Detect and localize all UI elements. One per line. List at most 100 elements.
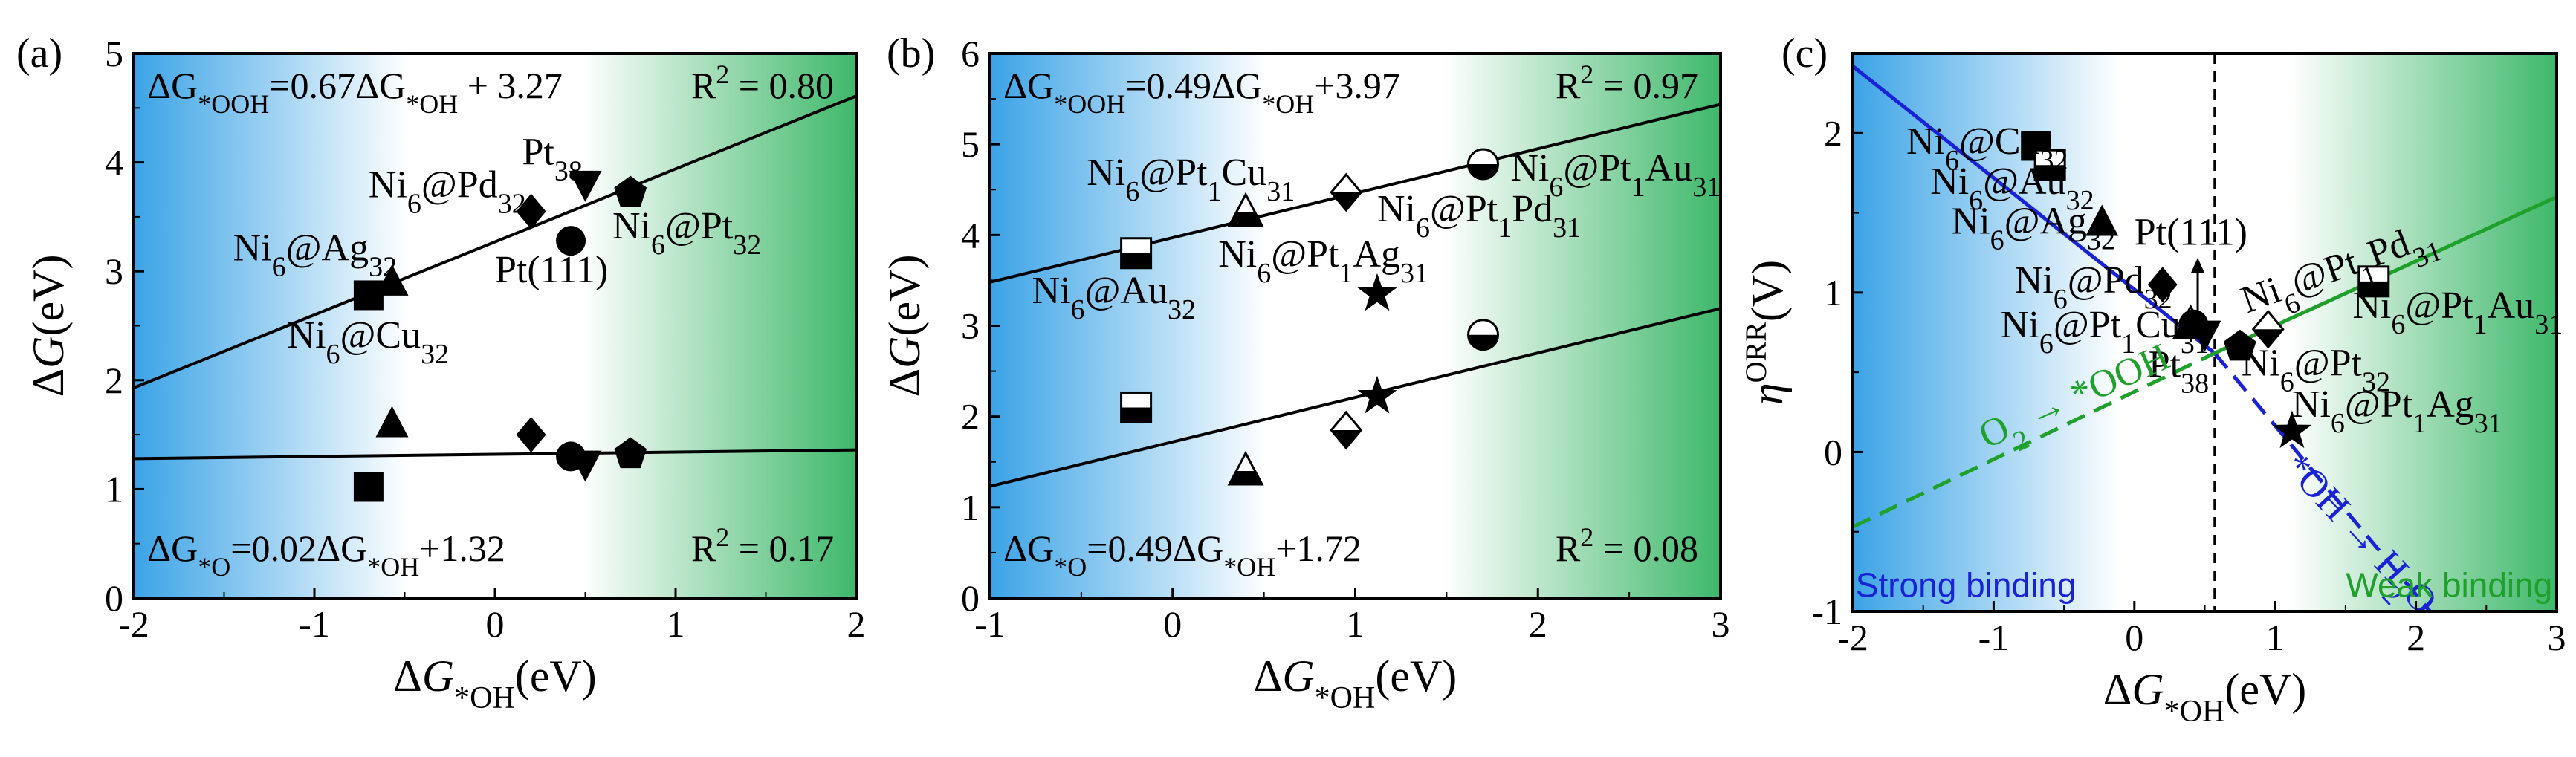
limiting-line-blue — [1853, 64, 2216, 355]
point-label-7: Pt38 — [2149, 344, 2209, 400]
data-point-pt38-2 — [569, 450, 602, 482]
x-tick-label: 3 — [1712, 603, 1730, 645]
extension-line-green — [1853, 351, 2216, 529]
y-tick-label: 3 — [961, 305, 980, 347]
data-point-ni6pt1pd31-1 — [2251, 309, 2285, 349]
r-squared-1: R2 = 0.97 — [1556, 59, 1698, 106]
data-point-ni6pd32-1 — [2147, 267, 2178, 303]
data-point-ni6ag32-2 — [375, 406, 409, 438]
point-label-5: Ni6@Pd32 — [2015, 259, 2172, 315]
data-point-ni6pt1cu31-1 — [1227, 192, 1264, 227]
r-squared-1: R2 = 0.80 — [691, 59, 834, 106]
point-label-6: Ni6@Pt1Cu31 — [2001, 304, 2209, 360]
r-squared-2: R2 = 0.08 — [1556, 522, 1698, 569]
x-tick-label: 3 — [2548, 617, 2566, 658]
plot-area — [990, 103, 1721, 488]
fit-equation-2: ΔG*O=0.02ΔG*OH+1.32 — [147, 527, 505, 582]
x-tick-label: 2 — [1529, 603, 1547, 645]
y-tick-label: 1 — [1824, 272, 1842, 313]
r-squared-2: R2 = 0.17 — [691, 522, 834, 569]
fit-line-1 — [134, 94, 856, 389]
point-label-9: Ni6@Pt1Ag31 — [2292, 383, 2502, 439]
data-point-ni6pt1pd31-2 — [1330, 410, 1363, 450]
data-point-ni6pt1ag31-2 — [1357, 375, 1397, 414]
data-point-ni6pt32-1 — [2223, 329, 2256, 361]
panel-b-chart: Ni6@Pt1Cu31 Ni6@Au32 Ni6@Pt1Ag31Ni6@Pt1Pd3… — [880, 30, 1730, 715]
data-point-ni6pt1pd31-1 — [1330, 172, 1363, 212]
data-point-ni6au32-1 — [2033, 149, 2066, 181]
point-label-3: Ni6@Pd32 — [369, 164, 526, 220]
data-point-pt111-1 — [2178, 309, 2209, 339]
y-tick-label: 3 — [105, 250, 123, 292]
data-point-ni6ag32-1 — [2085, 204, 2119, 236]
x-tick-label: -1 — [974, 603, 1006, 645]
fit-equation-2: ΔG*O=0.49ΔG*OH+1.72 — [1003, 527, 1362, 582]
x-tick-label: -2 — [118, 603, 149, 645]
x-tick-label: 2 — [2407, 617, 2425, 658]
point-label-5: Pt(111) — [495, 249, 608, 291]
data-point-pt38-1 — [569, 170, 602, 202]
point-label-6: Ni6@Pt32 — [612, 205, 761, 261]
point-label-4: Pt(111) — [2135, 211, 2247, 253]
y-tick-label: 2 — [1824, 112, 1842, 154]
fit-line-2 — [134, 448, 856, 461]
data-point-ni6pt1au31-2 — [1467, 319, 1500, 351]
y-tick-label: 0 — [105, 577, 123, 619]
plot-area — [134, 94, 856, 502]
panel-label: (b) — [887, 30, 935, 77]
region-label-2: Weak binding — [2346, 566, 2552, 605]
y-tick-label: -1 — [1811, 591, 1842, 632]
data-point-ni6cu32-2 — [353, 472, 384, 502]
y-axis-label: ηORR(V) — [1739, 260, 1793, 405]
fit-line-2 — [990, 307, 1721, 488]
x-tick-label: 1 — [667, 603, 685, 645]
data-point-pt111-1 — [556, 226, 586, 256]
region-label-1: Strong binding — [1856, 566, 2077, 605]
extension-line-blue — [2213, 351, 2432, 611]
data-point-ni6pt32-1 — [614, 175, 647, 207]
point-label-10: Ni6@Pt1Au31 — [2352, 285, 2563, 340]
x-axis-label: ΔG*OH(eV) — [1254, 652, 1457, 715]
data-point-ni6au32-1 — [1120, 237, 1153, 270]
y-axis-label: ΔG(eV) — [880, 255, 929, 397]
point-label-2: Ni6@Cu32 — [288, 314, 450, 370]
plot-area — [1853, 53, 2557, 611]
x-tick-label: 0 — [486, 603, 505, 645]
panel-label: (c) — [1781, 30, 1828, 77]
plot-background — [990, 53, 1721, 598]
x-axis-label: ΔG*OH(eV) — [393, 652, 597, 715]
point-label-8: Ni6@Pt32 — [2242, 342, 2390, 397]
x-tick-label: -1 — [299, 603, 330, 645]
y-tick-label: 5 — [105, 33, 123, 74]
point-label-2: Ni6@Au32 — [1930, 160, 2094, 216]
plot-background — [134, 53, 856, 598]
point-label-2: Ni6@Au32 — [1032, 270, 1196, 325]
x-tick-label: -1 — [1978, 617, 2010, 658]
pt111-arrow-head — [2191, 257, 2205, 273]
y-tick-label: 4 — [961, 214, 980, 256]
point-label-4: Pt38 — [522, 131, 582, 187]
data-point-ni6pt1cu31-2 — [1227, 450, 1264, 486]
y-tick-label: 2 — [105, 360, 123, 401]
point-label-3: Ni6@Pt1Ag31 — [1218, 233, 1428, 289]
data-point-ni6pd32-2 — [516, 417, 546, 453]
data-point-ni6pt1ag31-1 — [2272, 410, 2312, 449]
data-point-ni6pt1au31-1 — [1467, 148, 1500, 181]
fit-equation-1: ΔG*OOH=0.67ΔG*OH + 3.27 — [147, 65, 563, 119]
point-label-1: Ni6@Ag32 — [233, 227, 397, 283]
point-label-1: Ni6@Pt1Cu31 — [1087, 152, 1295, 207]
data-point-ni6ag32-1 — [375, 264, 409, 296]
x-tick-label: 0 — [2125, 617, 2143, 658]
y-tick-label: 2 — [961, 396, 980, 438]
fit-equation-1: ΔG*OOH=0.49ΔG*OH+3.97 — [1003, 65, 1400, 119]
y-tick-label: 5 — [961, 123, 980, 165]
point-label-5: Ni6@Pt1Au31 — [1510, 147, 1721, 203]
y-tick-label: 4 — [105, 142, 123, 183]
y-tick-label: 1 — [961, 487, 980, 528]
x-tick-label: -2 — [1837, 617, 1868, 658]
x-axis-label: ΔG*OH(eV) — [2103, 665, 2307, 729]
data-point-ni6pt32-2 — [614, 437, 647, 469]
